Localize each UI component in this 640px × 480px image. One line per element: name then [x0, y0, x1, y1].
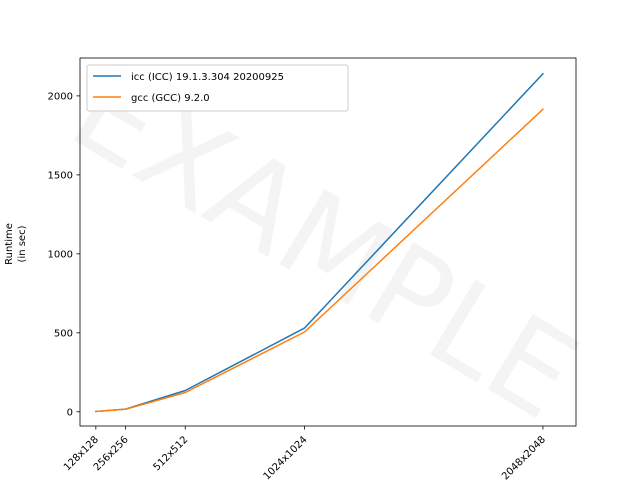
series-line-gcc [94, 108, 544, 413]
legend: icc (ICC) 19.1.3.304 20200925 gcc (GCC) … [86, 64, 349, 112]
y-axis-label-line2: (in sec) [17, 225, 28, 262]
y-tick-label: 2000 [48, 91, 73, 102]
y-axis-ticks: 0 500 1000 1500 2000 [48, 91, 80, 418]
y-axis-label-line1: Runtime [4, 223, 15, 265]
y-axis-label: Runtime (in sec) [4, 223, 28, 265]
axes-frame [79, 57, 577, 427]
y-tick-label: 0 [67, 407, 73, 418]
y-tick-label: 500 [54, 328, 73, 339]
legend-label-icc: icc (ICC) 19.1.3.304 20200925 [131, 72, 284, 83]
plot-area [79, 57, 577, 427]
legend-label-gcc: gcc (GCC) 9.2.0 [131, 93, 210, 104]
x-tick-label: 1024x1024 [262, 434, 310, 480]
series-lines [94, 72, 544, 413]
x-tick-label: 512x512 [151, 434, 190, 473]
legend-box [86, 64, 349, 112]
y-tick-label: 1500 [48, 170, 73, 181]
y-tick-label: 1000 [48, 249, 73, 260]
